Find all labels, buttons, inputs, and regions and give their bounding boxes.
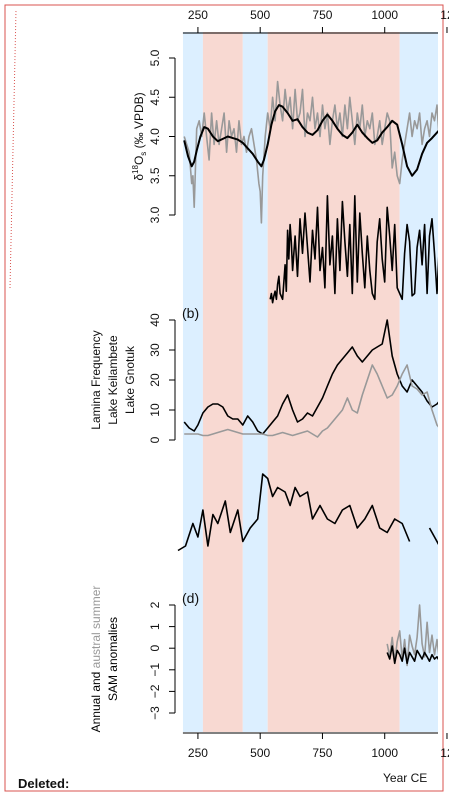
y-tick-label: −2 xyxy=(148,684,162,698)
x-axis-title: Year CE xyxy=(383,771,427,785)
top-x-axis: 250 500 750 1000 12 xyxy=(182,8,449,34)
y-tick-label: 20 xyxy=(148,373,162,387)
y-tick-label: 30 xyxy=(148,343,162,357)
y-tick-label: 10 xyxy=(148,403,162,417)
chart-panels xyxy=(177,80,438,667)
y-axis-title-b-line-2: Lake Gnotuk xyxy=(123,345,137,414)
series-line-lake-gnotuk xyxy=(184,364,438,438)
top-tick-label: 750 xyxy=(312,8,332,22)
panel-d xyxy=(386,604,438,667)
y-axis-title-a: δ18Os (‰ VPDB) xyxy=(131,92,148,180)
band-red-3 xyxy=(267,32,400,732)
y-tick-label: 2 xyxy=(148,601,162,608)
bottom-tick-label: 1000 xyxy=(371,746,398,760)
bottom-tick-label: 12 xyxy=(440,746,449,760)
footer-deleted-label: Deleted: xyxy=(18,776,69,791)
y-axis-title-d-line-1: SAM anomalies xyxy=(106,617,120,701)
bottom-tick-label: 500 xyxy=(250,746,270,760)
top-tick-label: 250 xyxy=(188,8,208,22)
frame-border xyxy=(4,4,444,792)
climate-bands xyxy=(182,32,442,732)
series-line xyxy=(269,195,438,304)
top-tick-label: 12 xyxy=(440,8,449,22)
document-frame xyxy=(4,4,444,792)
series-line-austral-summer xyxy=(386,604,438,667)
panel-label-b: (b) xyxy=(182,305,199,321)
y-tick-label: 4.5 xyxy=(148,89,162,106)
y-tick-label: 0 xyxy=(148,436,162,443)
y-tick-label: 5.0 xyxy=(148,49,162,66)
y-tick-label: 3.0 xyxy=(148,206,162,223)
y-tick-label: 3.5 xyxy=(148,167,162,184)
panel-c xyxy=(177,473,438,552)
bottom-tick-label: 750 xyxy=(312,746,332,760)
y-tick-label: 1 xyxy=(148,623,162,630)
y-tick-label: 0 xyxy=(148,645,162,652)
y-axis-title-d-line-0: Annual and austral summer xyxy=(89,586,103,733)
top-tick-label: 1000 xyxy=(371,8,398,22)
top-tick-label: 500 xyxy=(250,8,270,22)
series-line-annual xyxy=(386,645,438,665)
y-axis-title-b-line-1: Lake Keilambete xyxy=(106,335,120,425)
series-line xyxy=(428,527,438,545)
band-blue-2 xyxy=(242,32,268,732)
bottom-tick-label: 250 xyxy=(188,746,208,760)
panel-label-d: (d) xyxy=(182,590,199,606)
band-blue-0 xyxy=(182,32,203,732)
bottom-x-axis: 250 500 750 1000 12 xyxy=(182,732,449,760)
y-tick-label: −3 xyxy=(148,706,162,720)
y-tick-label: 4.0 xyxy=(148,128,162,145)
frame-dotted-connector xyxy=(9,9,17,289)
panel-a2 xyxy=(269,195,438,304)
band-red-1 xyxy=(202,32,243,732)
y-axis-title-b-line-0: Lamina Frequency xyxy=(89,330,103,429)
panel-b xyxy=(183,319,438,438)
band-red-5 xyxy=(438,32,442,732)
panel-a xyxy=(183,80,438,224)
y-tick-label: −1 xyxy=(148,663,162,677)
y-tick-label: 40 xyxy=(148,313,162,327)
series-line xyxy=(177,473,411,552)
series-line-lake-keilambete xyxy=(183,319,438,435)
series-line xyxy=(183,104,438,177)
